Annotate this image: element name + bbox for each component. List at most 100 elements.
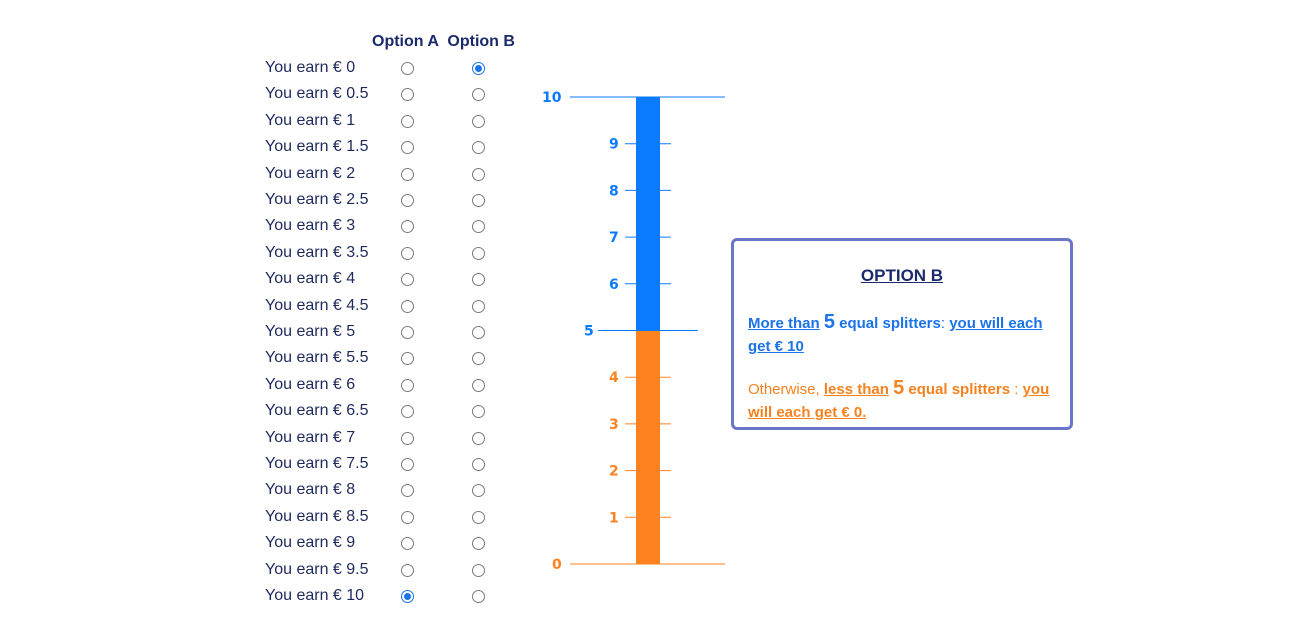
option-a-radio[interactable] — [401, 220, 414, 234]
option-b-radio[interactable] — [472, 194, 485, 207]
column-headers: Option A Option B — [372, 33, 515, 51]
choice-row: You earn € 2.5 — [265, 191, 525, 211]
option-a-radio[interactable] — [401, 537, 414, 551]
earn-amount-label: You earn € 9 — [265, 534, 356, 552]
option-b-header: Option B — [447, 33, 515, 50]
choice-row: You earn € 6.5 — [265, 402, 525, 422]
option-a-radio[interactable] — [401, 246, 414, 260]
threshold-number: 5 — [893, 377, 905, 399]
option-a-radio[interactable] — [401, 299, 414, 313]
gauge-tick-label: 1 — [609, 510, 619, 526]
earn-amount-label: You earn € 1.5 — [265, 138, 369, 156]
option-a-radio[interactable] — [401, 510, 414, 524]
option-b-radio[interactable] — [472, 510, 485, 524]
threshold-gauge: 0 1 2 3 4 5 6 7 8 9 10 — [542, 90, 725, 573]
option-b-radio[interactable] — [472, 563, 485, 577]
option-a-radio[interactable] — [401, 484, 414, 498]
earn-amount-label: You earn € 8 — [265, 481, 356, 499]
option-a-radio[interactable] — [401, 378, 414, 392]
earn-amount-label: You earn € 8.5 — [265, 507, 369, 525]
info-success-text: More than 5 equal splitters: you will ea… — [748, 311, 1058, 358]
colon: : — [1014, 381, 1019, 398]
option-b-radio[interactable] — [472, 378, 485, 392]
option-b-radio[interactable] — [472, 114, 485, 128]
earn-amount-label: You earn € 10 — [265, 587, 365, 604]
equal-splitters-text: equal splitters — [908, 381, 1011, 398]
earn-amount-label: You earn € 2 — [265, 164, 356, 182]
earn-amount-label: You earn € 2.5 — [265, 191, 369, 208]
equal-splitters-text: equal splitters — [839, 315, 941, 332]
choice-row: You earn € 7 — [265, 429, 525, 449]
option-b-radio[interactable] — [472, 484, 485, 498]
choice-row: You earn € 7.5 — [265, 455, 525, 475]
option-b-radio[interactable] — [472, 273, 485, 287]
option-a-radio[interactable] — [401, 62, 414, 75]
option-a-radio[interactable] — [401, 273, 414, 287]
option-b-radio[interactable] — [472, 405, 485, 419]
option-b-radio[interactable] — [472, 167, 485, 181]
earn-amount-label: You earn € 7.5 — [265, 455, 369, 472]
choice-row: You earn € 1 — [265, 112, 525, 132]
otherwise-text: Otherwise, — [748, 381, 820, 398]
earn-amount-label: You earn € 5 — [265, 323, 356, 340]
option-a-radio[interactable] — [401, 352, 414, 366]
option-b-radio[interactable] — [472, 62, 485, 75]
gauge-tick-label: 3 — [609, 417, 619, 433]
choice-row: You earn € 3.5 — [265, 244, 525, 264]
choice-row: You earn € 4.5 — [265, 297, 525, 317]
gauge-bar-below-threshold — [636, 330, 660, 564]
choice-row: You earn € 1.5 — [265, 138, 525, 158]
choice-row: You earn € 8 — [265, 481, 525, 501]
option-a-radio[interactable] — [401, 458, 414, 471]
earn-amount-label: You earn € 0.5 — [265, 85, 369, 103]
colon: : — [940, 315, 946, 332]
option-b-radio[interactable] — [472, 326, 485, 339]
option-a-radio[interactable] — [401, 563, 414, 577]
option-b-radio[interactable] — [472, 246, 485, 260]
option-a-radio[interactable] — [401, 114, 414, 128]
choice-row: You earn € 3 — [265, 217, 525, 237]
option-b-radio[interactable] — [472, 458, 485, 471]
choice-row: You earn € 5.5 — [265, 349, 525, 369]
choice-row: You earn € 0 — [265, 59, 525, 79]
choice-row: You earn € 4 — [265, 270, 525, 290]
option-a-radio[interactable] — [401, 590, 414, 603]
gauge-tick-label: 9 — [609, 137, 619, 153]
option-b-radio[interactable] — [472, 88, 485, 102]
option-b-radio[interactable] — [472, 537, 485, 551]
choice-row: You earn € 6 — [265, 376, 525, 396]
earn-amount-label: You earn € 6.5 — [265, 402, 369, 420]
option-a-radio[interactable] — [401, 141, 414, 155]
option-a-radio[interactable] — [401, 405, 414, 419]
info-title: OPTION B — [860, 266, 944, 285]
less-than-text: less than — [823, 381, 889, 398]
gauge-tick-label: 4 — [609, 370, 619, 386]
option-a-radio[interactable] — [401, 431, 414, 445]
option-b-radio[interactable] — [472, 220, 485, 234]
earn-amount-label: You earn € 4 — [265, 270, 356, 288]
option-b-radio[interactable] — [472, 590, 485, 603]
option-a-radio[interactable] — [401, 194, 414, 207]
earn-amount-label: You earn € 5.5 — [265, 349, 369, 367]
choice-row: You earn € 5 — [265, 323, 525, 343]
gauge-tick-label: 7 — [609, 230, 619, 246]
choice-row: You earn € 10 — [265, 587, 525, 607]
option-b-info-box: OPTION B More than 5 equal splitters: yo… — [731, 238, 1073, 430]
option-a-radio[interactable] — [401, 88, 414, 102]
option-b-radio[interactable] — [472, 141, 485, 155]
gauge-tick-label: 5 — [584, 324, 594, 340]
option-b-radio[interactable] — [472, 352, 485, 366]
choice-row: You earn € 9.5 — [265, 561, 525, 581]
earn-amount-label: You earn € 3 — [265, 217, 356, 235]
option-a-radio[interactable] — [401, 326, 414, 339]
gauge-tick-label: 8 — [609, 183, 619, 199]
option-b-radio[interactable] — [472, 431, 485, 445]
earn-amount-label: You earn € 4.5 — [265, 296, 369, 314]
choice-row: You earn € 8.5 — [265, 508, 525, 528]
option-a-radio[interactable] — [401, 167, 414, 181]
gauge-tick-label: 6 — [609, 277, 619, 293]
earn-amount-label: You earn € 6 — [265, 375, 356, 393]
earn-amount-label: You earn € 1 — [265, 111, 356, 129]
option-b-radio[interactable] — [472, 299, 485, 313]
more-than-text: More than — [748, 315, 820, 332]
